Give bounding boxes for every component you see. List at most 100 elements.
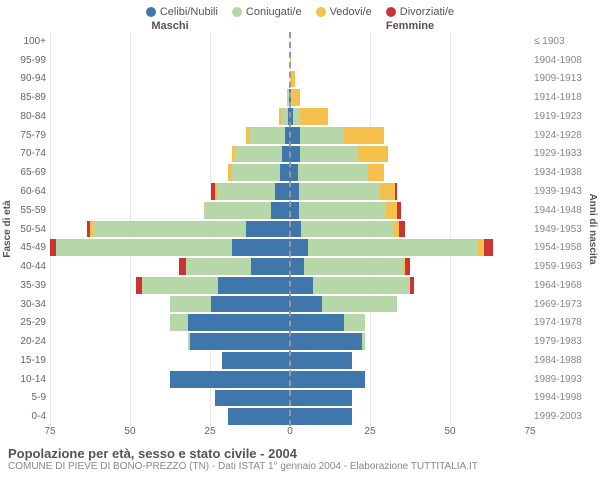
bar-row [290,351,530,370]
age-label: 5-9 [0,389,46,408]
bar-segment [275,183,290,200]
x-tick: 25 [364,426,375,437]
bar [239,108,290,125]
legend-item: Vedovi/e [316,6,372,18]
bar-row [50,182,290,201]
x-tick: 50 [124,426,135,437]
bar-segment [380,183,395,200]
legend-item: Divorziati/e [386,6,454,18]
age-label: 0-4 [0,407,46,426]
birth-label: 1934-1938 [534,163,600,182]
footer: Popolazione per età, sesso e stato civil… [0,442,600,472]
bar-segment [290,408,352,425]
bar [290,239,511,256]
age-label: 35-39 [0,276,46,295]
bar [146,202,290,219]
bar-segment [250,127,284,144]
bar-segment [386,202,397,219]
x-tick: 25 [204,426,215,437]
bar [98,277,290,294]
header-male: Maschi [50,20,290,32]
age-label: 90-94 [0,70,46,89]
bar-row [290,220,530,239]
bar [120,314,290,331]
column-headers: Maschi Femmine [0,20,600,32]
bar [290,202,453,219]
bar-row [290,32,530,51]
birth-label: 1904-1908 [534,51,600,70]
bar-row [50,163,290,182]
bar-segment [170,371,290,388]
bar-segment [235,146,282,163]
bar [290,183,450,200]
x-tick: 0 [287,426,293,437]
bar [156,390,290,407]
bar-segment [290,183,299,200]
bar-segment [362,333,366,350]
bar [290,277,463,294]
bar-row [290,201,530,220]
bar [168,164,290,181]
bar-segment [190,333,290,350]
bar-row [50,201,290,220]
bar [133,333,290,350]
bar-segment [222,352,290,369]
bar-segment [271,202,290,219]
center-line [289,32,291,426]
bar-segment [186,258,251,275]
legend-swatch [386,7,396,17]
birth-label: 1964-1968 [534,276,600,295]
bar-segment [300,146,357,163]
bar [162,352,290,369]
legend-label: Celibi/Nubili [160,6,218,18]
bar-row [50,351,290,370]
age-label: 10-14 [0,370,46,389]
birth-label: 1914-1918 [534,88,600,107]
birth-label: 1974-1978 [534,313,600,332]
bar-segment [322,296,397,313]
bar-segment [395,183,397,200]
bar-row [290,163,530,182]
bar-segment [308,239,479,256]
bar [290,52,300,69]
age-label: 85-89 [0,88,46,107]
bar-row [50,295,290,314]
birth-label: 1969-1973 [534,295,600,314]
bar-segment [290,71,295,88]
bar [290,314,424,331]
bar-row [50,32,290,51]
bar [290,333,424,350]
age-label: 15-19 [0,351,46,370]
legend-label: Coniugati/e [246,6,302,18]
bar-row [50,276,290,295]
y-axis-label-right: Anni di nascita [587,193,598,264]
age-label: 60-64 [0,182,46,201]
bar-segment [251,258,290,275]
x-axis-ticks: 7550250255075 [50,426,530,442]
bar-segment [232,164,281,181]
x-tick: 75 [524,426,535,437]
bar [69,221,290,238]
bar-row [290,70,530,89]
chart-title: Popolazione per età, sesso e stato civil… [8,446,592,461]
bar-segment [93,221,246,238]
bar [188,127,290,144]
age-label: 70-74 [0,145,46,164]
bar-segment [484,239,493,256]
birth-label: 1929-1933 [534,145,600,164]
age-label: 20-24 [0,332,46,351]
birth-label: 1984-1988 [534,351,600,370]
bar [290,371,424,388]
bar-segment [218,277,290,294]
bar-segment [290,390,352,407]
birth-label: 1919-1923 [534,107,600,126]
bar-segment [410,277,415,294]
bar-segment [246,221,290,238]
bar [290,296,450,313]
bar-segment [217,183,276,200]
legend-swatch [232,7,242,17]
bar-row [290,145,530,164]
bar [168,408,290,425]
bar-segment [290,164,298,181]
bar-row [290,389,530,408]
